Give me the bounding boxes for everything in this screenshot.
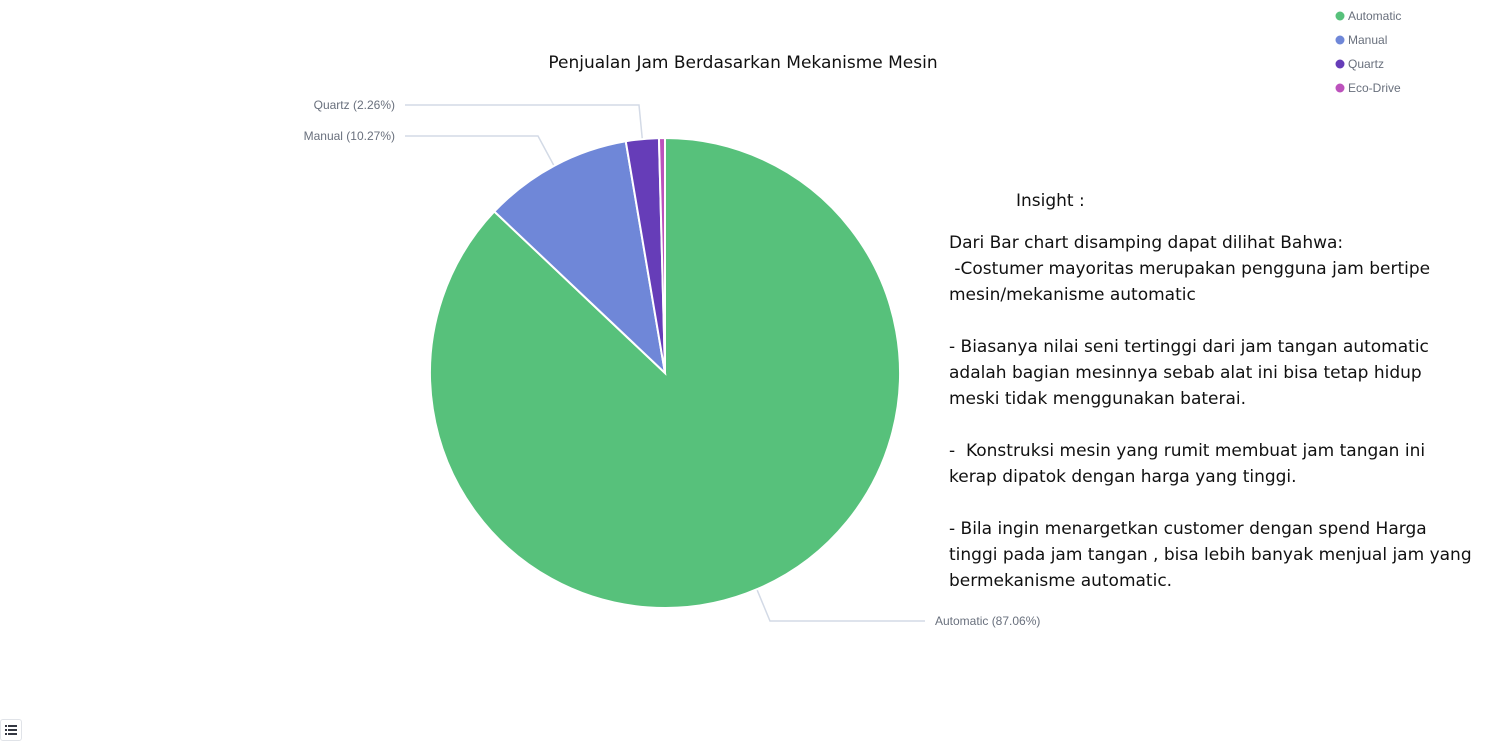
insight-line: -Costumer mayoritas merupakan pengguna j…	[949, 259, 1431, 279]
legend-item-quartz[interactable]: Quartz	[1335, 57, 1385, 71]
legend-swatch	[1335, 35, 1345, 45]
insight-line: mesin/mekanisme automatic	[949, 285, 1196, 305]
slice-label-automatic: Automatic (87.06%)	[935, 614, 1040, 628]
legend-label: Manual	[1348, 33, 1387, 47]
insight-line: meski tidak menggunakan baterai.	[949, 389, 1247, 409]
legend-swatch	[1335, 11, 1345, 21]
insight-line: - Biasanya nilai seni tertinggi dari jam…	[949, 337, 1429, 357]
legend-item-automatic[interactable]: Automatic	[1335, 9, 1402, 23]
slice-labels: Automatic (87.06%) Manual (10.27%) Quartz …	[304, 98, 1041, 628]
legend: Automatic Manual Quartz Eco-Drive	[1335, 9, 1402, 95]
legend-label: Automatic	[1348, 9, 1401, 23]
pie-slices	[429, 136, 902, 609]
legend-label: Eco-Drive	[1348, 81, 1401, 95]
legend-swatch	[1335, 83, 1345, 93]
legend-label: Quartz	[1348, 57, 1384, 71]
insight-heading: Insight :	[1016, 191, 1085, 211]
insight-spacer	[949, 412, 1479, 438]
insight-line: tinggi pada jam tangan , bisa lebih bany…	[949, 545, 1472, 565]
pie-slice-eco-drive[interactable]	[657, 136, 666, 374]
insight-line: Dari Bar chart disamping dapat dilihat B…	[949, 233, 1344, 253]
insight-line: - Bila ingin menargetkan customer dengan…	[949, 519, 1427, 539]
insight-body: Dari Bar chart disamping dapat dilihat B…	[949, 230, 1479, 594]
legend-swatch	[1335, 59, 1345, 69]
leader-line-quartz	[405, 104, 644, 140]
legend-item-eco-drive[interactable]: Eco-Drive	[1335, 81, 1402, 95]
slice-label-quartz: Quartz (2.26%)	[314, 98, 395, 112]
chart-title: Penjualan Jam Berdasarkan Mekanisme Mesi…	[548, 53, 937, 73]
slice-label-manual: Manual (10.27%)	[304, 129, 395, 143]
insight-line: adalah bagian mesinnya sebab alat ini bi…	[949, 363, 1422, 383]
insight-line: kerap dipatok dengan harga yang tinggi.	[949, 467, 1297, 487]
insight-line: bermekanisme automatic.	[949, 571, 1173, 591]
insight-panel: Insight : Dari Bar chart disamping dapat…	[949, 188, 1479, 594]
insight-spacer	[949, 308, 1479, 334]
legend-item-manual[interactable]: Manual	[1335, 33, 1388, 47]
insight-line: - Konstruksi mesin yang rumit membuat ja…	[949, 441, 1426, 461]
insight-spacer	[949, 490, 1479, 516]
pie-slice-manual[interactable]	[492, 140, 667, 376]
list-icon	[5, 725, 17, 735]
legend-toggle-button[interactable]	[0, 719, 22, 741]
